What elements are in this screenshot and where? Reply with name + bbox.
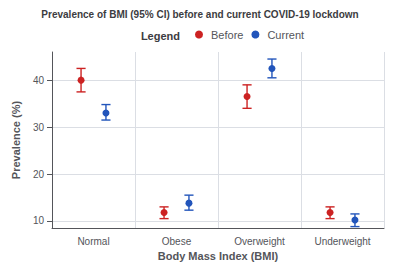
svg-text:Prevalence (%): Prevalence (%)	[10, 101, 22, 180]
svg-text:Underweight: Underweight	[314, 236, 370, 247]
svg-text:Body Mass Index (BMI): Body Mass Index (BMI)	[158, 250, 279, 262]
svg-text:Overweight: Overweight	[234, 236, 285, 247]
svg-text:Current: Current	[267, 29, 304, 41]
svg-text:Before: Before	[211, 29, 243, 41]
svg-text:20: 20	[33, 169, 45, 180]
svg-text:10: 10	[33, 215, 45, 226]
svg-text:Legend: Legend	[141, 30, 180, 42]
svg-text:Prevalence of BMI (95% CI) bef: Prevalence of BMI (95% CI) before and cu…	[41, 9, 358, 20]
svg-text:40: 40	[33, 75, 45, 86]
svg-text:30: 30	[33, 122, 45, 133]
svg-text:Normal: Normal	[77, 236, 109, 247]
svg-text:Obese: Obese	[162, 236, 192, 247]
